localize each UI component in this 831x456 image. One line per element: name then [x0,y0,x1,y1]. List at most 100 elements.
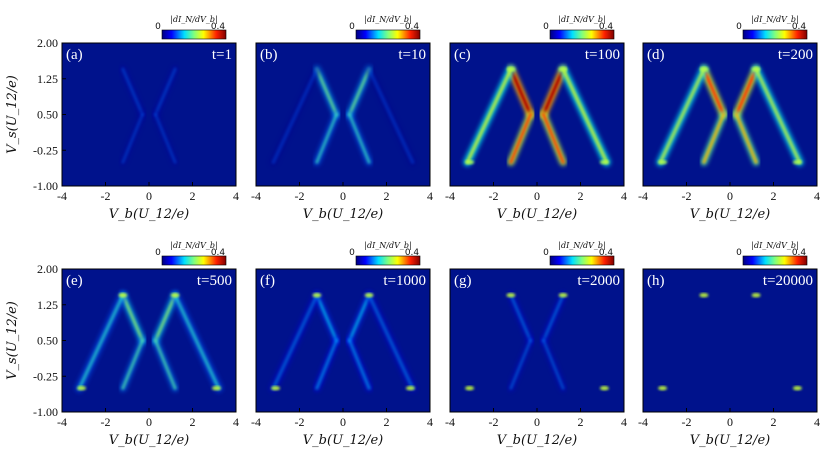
x-tick-label: 4 [427,189,433,203]
x-tick-label: 0 [727,189,733,203]
outer-right-line [364,64,417,167]
plot-background [256,269,430,412]
inner-lower-left-line-core [315,339,338,390]
panel-h: (h) t=20000-4 -2 0 2 4V_b(U_12/e)|dI_N/dV_b|0… [638,241,820,448]
panel-b: (b) t=10 -4 -2 0 2 4 V_b(U_12/e) |dI_N/dV_b| 0 0.4 [251,15,433,222]
spot-upper-left [699,67,709,72]
heatmap-content [119,65,179,166]
outer-left-line [463,64,516,167]
inner-upper-left-line-core [315,67,339,117]
outer-right-line-core [173,293,221,390]
outer-left-line-core [658,67,706,164]
spot-lower-left [465,385,475,391]
spot-upper-right [751,67,761,72]
inner-lower-right-line-core [154,113,177,164]
inner-upper-right-line [345,291,373,345]
colorbar [549,29,615,40]
panel-label: (f) [260,273,275,289]
outer-left-line-core [77,293,125,390]
x-axis-label: V_b(U_12/e) [690,207,770,222]
plot-background [62,269,236,412]
colorbar-title: |dI_N/dV_b| [751,241,798,250]
outer-right-line-core [367,293,415,390]
inner-upper-left-line [119,291,147,345]
x-axis-label: V_b(U_12/e) [109,433,189,448]
x-tick-label: 2 [384,189,390,203]
inner-lower-left-line [119,110,147,166]
x-tick-label: 4 [814,189,820,203]
inner-upper-right-line [539,65,567,119]
colorbar-min-label: 0 [155,248,161,258]
heatmap-content [463,64,611,167]
outer-left-line-core [271,293,319,390]
inner-upper-right-line [732,65,760,119]
y-tick-label: 0.50 [37,108,58,122]
panel-time-label: t=1000 [383,273,426,289]
panel-time-label: t=10 [398,47,426,63]
x-tick-label: 2 [190,189,196,203]
inner-upper-left-line [313,291,341,345]
inner-lower-left-line-core [121,339,144,390]
spot-lower-left [658,159,668,165]
x-axis-label: V_b(U_12/e) [109,207,189,222]
spot-lower-left [77,385,87,391]
spot-lower-left [465,159,475,165]
panel-e: (e) t=500 -4 -2 0 2 4 V_b(U_12/e) 2.00 1.25 0.50 -0… [5,241,239,448]
spot-upper-left [118,293,128,298]
x-tick-label: 0 [534,415,540,429]
colorbar-max-label: 0.4 [405,248,420,258]
x-tick-label: 4 [621,415,627,429]
inner-lower-right-line [345,336,373,392]
inner-lower-right-line-core [154,339,177,390]
inner-lower-right-line [732,110,760,166]
spot-lower-right [405,385,415,391]
spot-upper-right [364,293,374,298]
panel-time-label: t=500 [197,273,232,289]
outer-right-line-core [754,67,802,164]
x-tick-label: -4 [57,415,67,429]
x-tick-label: 2 [578,189,584,203]
inner-lower-right-line [151,336,179,392]
x-axis-label: V_b(U_12/e) [497,207,577,222]
panel-label: (c) [454,47,471,63]
x-tick-label: -4 [251,415,261,429]
panel-label: (b) [260,47,278,63]
inner-upper-right-line [151,291,179,345]
colorbar-min-label: 0 [543,22,549,32]
plot-background [62,43,236,186]
panel-time-label: t=1 [212,47,232,63]
heatmap-content [269,64,417,167]
colorbar [161,29,227,40]
x-tick-label: 4 [814,415,820,429]
x-tick-label: 4 [233,415,239,429]
panel-label: (a) [66,47,83,63]
spot-upper-left [506,293,516,298]
spot-lower-left [658,385,668,391]
spot-upper-right [558,293,568,298]
x-tick-label: -4 [638,415,648,429]
x-tick-label: -2 [101,189,111,203]
inner-upper-left-line [507,291,535,345]
panel-label: (e) [66,273,83,289]
inner-lower-left-line [313,110,341,166]
inner-lower-left-line [700,110,728,166]
x-tick-label: -2 [682,415,692,429]
colorbar-title: |dI_N/dV_b| [364,15,411,24]
inner-lower-left-line [507,110,535,166]
inner-lower-right-line-core [348,113,371,164]
inner-lower-left-line [507,336,535,392]
colorbar-min-label: 0 [736,22,742,32]
spot-upper-right [751,293,761,298]
panel-time-label: t=200 [778,47,813,63]
inner-lower-right-line-core [348,339,371,390]
panel-f: (f) t=1000 -4 -2 0 2 4 V_b(U_12/e) |dI_N/dV_b| 0 0… [251,241,433,448]
inner-upper-right-line-core [347,293,371,343]
outer-right-line-core [367,67,415,164]
outer-right-line [170,290,223,393]
heatmap-content [269,290,417,393]
x-tick-label: -4 [445,415,455,429]
inner-lower-right-line [539,336,567,392]
colorbar [742,29,808,40]
plot-background [643,43,817,186]
